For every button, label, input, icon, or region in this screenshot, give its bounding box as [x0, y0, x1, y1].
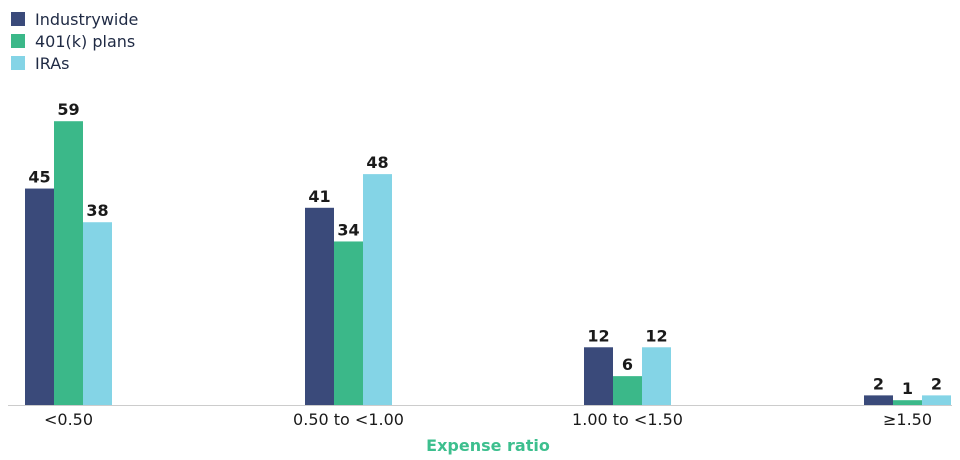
- bar-iras-3: [642, 347, 671, 405]
- bar-industrywide-1: [25, 188, 54, 405]
- value-label-401-k-plans-3: 6: [622, 355, 633, 374]
- bar-industrywide-4: [864, 395, 893, 405]
- bar-industrywide-2: [305, 207, 334, 405]
- value-label-industrywide-3: 12: [587, 326, 609, 345]
- legend-label-iras: IRAs: [35, 53, 70, 73]
- bar-iras-1: [83, 222, 112, 405]
- bar-401-k-plans-2: [334, 241, 363, 405]
- value-label-401-k-plans-4: 1: [902, 379, 913, 398]
- bar-iras-4: [922, 395, 951, 405]
- category-label-4: ≥1.50: [883, 410, 932, 429]
- bar-401-k-plans-4: [893, 400, 922, 405]
- legend-item-iras: IRAs: [11, 52, 138, 74]
- value-label-iras-3: 12: [645, 326, 667, 345]
- value-label-industrywide-4: 2: [873, 374, 884, 393]
- legend-swatch-iras: [11, 56, 25, 70]
- category-label-2: 0.50 to <1.00: [293, 410, 404, 429]
- value-label-iras-1: 38: [86, 201, 108, 220]
- legend-label-industrywide: Industrywide: [35, 9, 139, 29]
- bar-401-k-plans-1: [54, 121, 83, 406]
- category-label-1: <0.50: [44, 410, 93, 429]
- value-label-industrywide-1: 45: [28, 168, 50, 187]
- legend-swatch-industrywide: [11, 12, 25, 26]
- value-label-iras-4: 2: [931, 374, 942, 393]
- value-label-industrywide-2: 41: [308, 187, 330, 206]
- legend-item-401k-plans: 401(k) plans: [11, 30, 138, 52]
- value-label-iras-2: 48: [366, 153, 388, 172]
- legend-label-401k-plans: 401(k) plans: [35, 31, 136, 51]
- bar-iras-2: [363, 174, 392, 405]
- category-label-3: 1.00 to <1.50: [572, 410, 683, 429]
- x-axis-title: Expense ratio: [426, 436, 550, 455]
- bar-401-k-plans-3: [613, 376, 642, 405]
- legend-swatch-401k-plans: [11, 34, 25, 48]
- bar-industrywide-3: [584, 347, 613, 405]
- legend: Industrywide 401(k) plans IRAs: [11, 8, 138, 74]
- value-label-401-k-plans-2: 34: [337, 220, 359, 239]
- legend-item-industrywide: Industrywide: [11, 8, 138, 30]
- value-label-401-k-plans-1: 59: [57, 100, 79, 119]
